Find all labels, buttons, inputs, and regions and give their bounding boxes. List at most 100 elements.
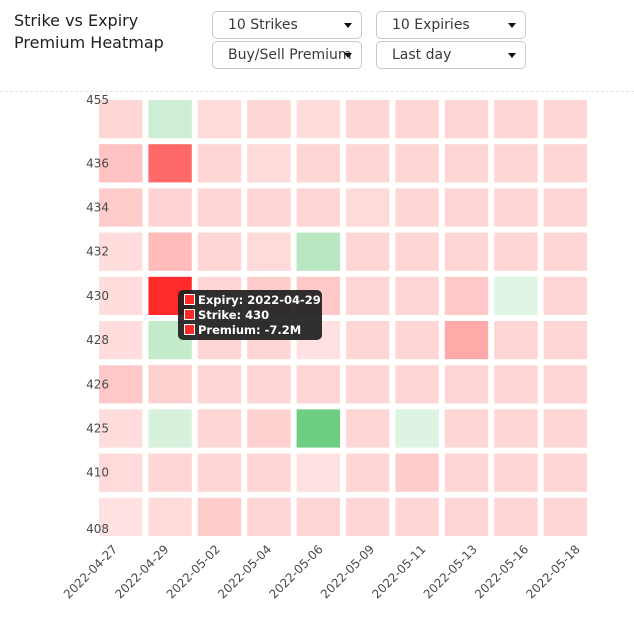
heatmap-cell[interactable] [494, 188, 538, 227]
heatmap-cell[interactable] [395, 232, 439, 271]
heatmap-cell[interactable] [99, 365, 143, 404]
heatmap-cell[interactable] [543, 497, 587, 536]
heatmap-cell[interactable] [247, 188, 291, 227]
heatmap-cell[interactable] [494, 276, 538, 315]
heatmap-cell[interactable] [99, 497, 143, 536]
y-tick-label: 425 [86, 422, 109, 436]
heatmap-cell[interactable] [346, 188, 390, 227]
heatmap-cell[interactable] [247, 232, 291, 271]
heatmap-cell[interactable] [444, 232, 489, 271]
heatmap-cell[interactable] [444, 365, 489, 404]
heatmap-cell[interactable] [346, 100, 390, 139]
heatmap-cell[interactable] [543, 321, 587, 360]
heatmap-cell[interactable] [197, 188, 242, 227]
heatmap-cell[interactable] [494, 100, 538, 139]
heatmap-cell[interactable] [99, 100, 143, 139]
heatmap-cell[interactable] [346, 365, 390, 404]
heatmap-cell[interactable] [543, 144, 587, 183]
heatmap-cell[interactable] [346, 453, 390, 492]
heatmap-cell[interactable] [543, 365, 587, 404]
heatmap-cell[interactable] [395, 409, 439, 448]
heatmap-cell[interactable] [296, 144, 340, 183]
heatmap-cell[interactable] [296, 100, 340, 139]
heatmap-cell[interactable] [99, 232, 143, 271]
heatmap-cell[interactable] [444, 144, 489, 183]
heatmap-cell[interactable] [99, 409, 143, 448]
heatmap-cell[interactable] [395, 497, 439, 536]
heatmap-cell[interactable] [444, 276, 489, 315]
heatmap-cell[interactable] [444, 497, 489, 536]
heatmap-cell[interactable] [346, 321, 390, 360]
heatmap-cell[interactable] [346, 276, 390, 315]
heatmap-cell[interactable] [197, 365, 242, 404]
period-select[interactable]: Last day [376, 41, 526, 69]
heatmap-cell[interactable] [148, 232, 192, 271]
premium-side-select[interactable]: Buy/Sell Premium [212, 41, 362, 69]
heatmap-cell[interactable] [494, 453, 538, 492]
heatmap-cell[interactable] [494, 497, 538, 536]
heatmap-cell[interactable] [395, 188, 439, 227]
heatmap-cell[interactable] [444, 100, 489, 139]
heatmap-cell[interactable] [444, 321, 489, 360]
heatmap-cell[interactable] [543, 188, 587, 227]
heatmap-cell[interactable] [197, 497, 242, 536]
heatmap-cell[interactable] [247, 100, 291, 139]
heatmap-cell[interactable] [395, 321, 439, 360]
heatmap-cell[interactable] [197, 409, 242, 448]
heatmap-cell[interactable] [148, 365, 192, 404]
heatmap-cell[interactable] [296, 232, 340, 271]
heatmap-cell[interactable] [543, 453, 587, 492]
heatmap-cell[interactable] [395, 453, 439, 492]
heatmap-cell[interactable] [197, 232, 242, 271]
heatmap-cell[interactable] [247, 409, 291, 448]
heatmap-cell[interactable] [247, 453, 291, 492]
heatmap-cell[interactable] [197, 144, 242, 183]
heatmap-cell[interactable] [148, 100, 192, 139]
heatmap-cell[interactable] [99, 144, 143, 183]
heatmap-cell[interactable] [296, 188, 340, 227]
heatmap-cell[interactable] [99, 188, 143, 227]
heatmap-cell[interactable] [494, 365, 538, 404]
heatmap-cell[interactable] [296, 497, 340, 536]
heatmap-cell[interactable] [444, 409, 489, 448]
heatmap-cell[interactable] [494, 144, 538, 183]
heatmap-cell[interactable] [494, 232, 538, 271]
heatmap-cell[interactable] [148, 453, 192, 492]
heatmap-cell[interactable] [148, 497, 192, 536]
heatmap-cell[interactable] [296, 453, 340, 492]
heatmap-cell[interactable] [543, 409, 587, 448]
heatmap-cell[interactable] [395, 144, 439, 183]
heatmap-cell[interactable] [197, 100, 242, 139]
heatmap-cell[interactable] [247, 365, 291, 404]
heatmap-cell[interactable] [494, 409, 538, 448]
heatmap-cell[interactable] [543, 100, 587, 139]
heatmap-cell[interactable] [148, 144, 192, 183]
heatmap-cell[interactable] [148, 188, 192, 227]
heatmap-cell[interactable] [296, 365, 340, 404]
heatmap-cell[interactable] [444, 453, 489, 492]
heatmap-cell[interactable] [197, 453, 242, 492]
heatmap-cell[interactable] [346, 497, 390, 536]
heatmap-cell[interactable] [99, 276, 143, 315]
heatmap-cell[interactable] [395, 100, 439, 139]
heatmap-cell[interactable] [543, 276, 587, 315]
heatmap-cell[interactable] [444, 188, 489, 227]
tooltip-premium: Premium: -7.2M [198, 323, 302, 337]
heatmap-cell[interactable] [395, 365, 439, 404]
heatmap-cell[interactable] [346, 409, 390, 448]
heatmap-cell[interactable] [346, 144, 390, 183]
heatmap-cell[interactable] [99, 453, 143, 492]
strikes-select[interactable]: 10 Strikes [212, 11, 362, 39]
tooltip-strike: Strike: 430 [198, 308, 270, 322]
heatmap-cell[interactable] [543, 232, 587, 271]
heatmap-cell[interactable] [99, 321, 143, 360]
heatmap-cell[interactable] [346, 232, 390, 271]
heatmap-cell[interactable] [296, 409, 340, 448]
heatmap-cell[interactable] [395, 276, 439, 315]
heatmap-cell[interactable] [247, 497, 291, 536]
heatmap-cell[interactable] [494, 321, 538, 360]
y-tick-label: 455 [86, 93, 109, 107]
heatmap-cell[interactable] [247, 144, 291, 183]
expiries-select[interactable]: 10 Expiries [376, 11, 526, 39]
heatmap-cell[interactable] [148, 409, 192, 448]
